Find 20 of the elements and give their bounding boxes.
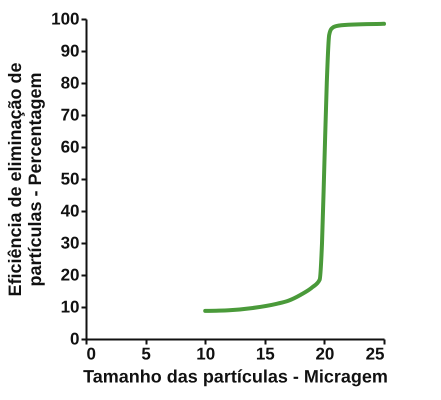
y-tick-label: 10 — [60, 298, 80, 316]
y-tick-label: 40 — [60, 202, 80, 220]
y-tick-label: 60 — [60, 138, 80, 156]
line-series — [203, 22, 386, 313]
x-tick-label: 5 — [141, 344, 151, 364]
y-tick-label: 100 — [51, 10, 80, 28]
x-tick-label: 25 — [366, 344, 384, 364]
y-tick-label: 0 — [70, 330, 80, 348]
x-tick-label: 20 — [315, 344, 334, 364]
x-tick-label: 15 — [256, 344, 275, 364]
x-axis-title: Tamanho das partículas - Micragem — [83, 366, 388, 386]
x-tick-label: 10 — [196, 344, 216, 364]
y-tick-label: 70 — [60, 106, 80, 124]
y-tick-label: 30 — [60, 234, 80, 252]
y-tick-label: 50 — [60, 170, 80, 188]
x-tick-label: 0 — [86, 344, 96, 364]
y-tick-label: 90 — [60, 42, 80, 60]
y-tick-label: 20 — [60, 266, 80, 284]
y-axis-title: Eficiência de eliminação de partículas - Percentagem — [5, 62, 46, 297]
y-tick-label: 80 — [60, 74, 80, 92]
